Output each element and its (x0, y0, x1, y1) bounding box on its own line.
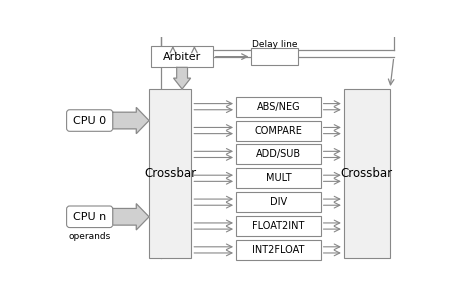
Text: Crossbar: Crossbar (341, 167, 393, 180)
Polygon shape (113, 204, 149, 230)
Text: Delay line: Delay line (252, 40, 297, 49)
Polygon shape (173, 67, 191, 89)
Text: Arbiter: Arbiter (163, 52, 201, 62)
Text: MULT: MULT (265, 173, 291, 183)
Text: Crossbar: Crossbar (144, 167, 196, 180)
FancyBboxPatch shape (66, 110, 113, 131)
Bar (236, 240, 321, 260)
Bar (236, 97, 321, 117)
Text: DIV: DIV (270, 197, 287, 207)
Bar (236, 216, 321, 236)
Text: operands: operands (69, 232, 111, 241)
Text: CPU n: CPU n (73, 212, 106, 222)
Bar (236, 192, 321, 212)
Bar (236, 168, 321, 188)
Bar (236, 120, 321, 141)
Bar (251, 48, 298, 65)
Text: CPU 0: CPU 0 (73, 116, 106, 126)
Text: ABS/NEG: ABS/NEG (256, 102, 300, 112)
FancyBboxPatch shape (66, 206, 113, 228)
Text: ADD/SUB: ADD/SUB (256, 149, 301, 160)
Bar (151, 46, 213, 67)
Bar (344, 89, 390, 258)
Bar (236, 144, 321, 164)
Polygon shape (113, 107, 149, 134)
Text: FLOAT2INT: FLOAT2INT (252, 221, 304, 231)
Text: COMPARE: COMPARE (255, 126, 302, 135)
Text: INT2FLOAT: INT2FLOAT (252, 245, 304, 255)
Bar (149, 89, 191, 258)
